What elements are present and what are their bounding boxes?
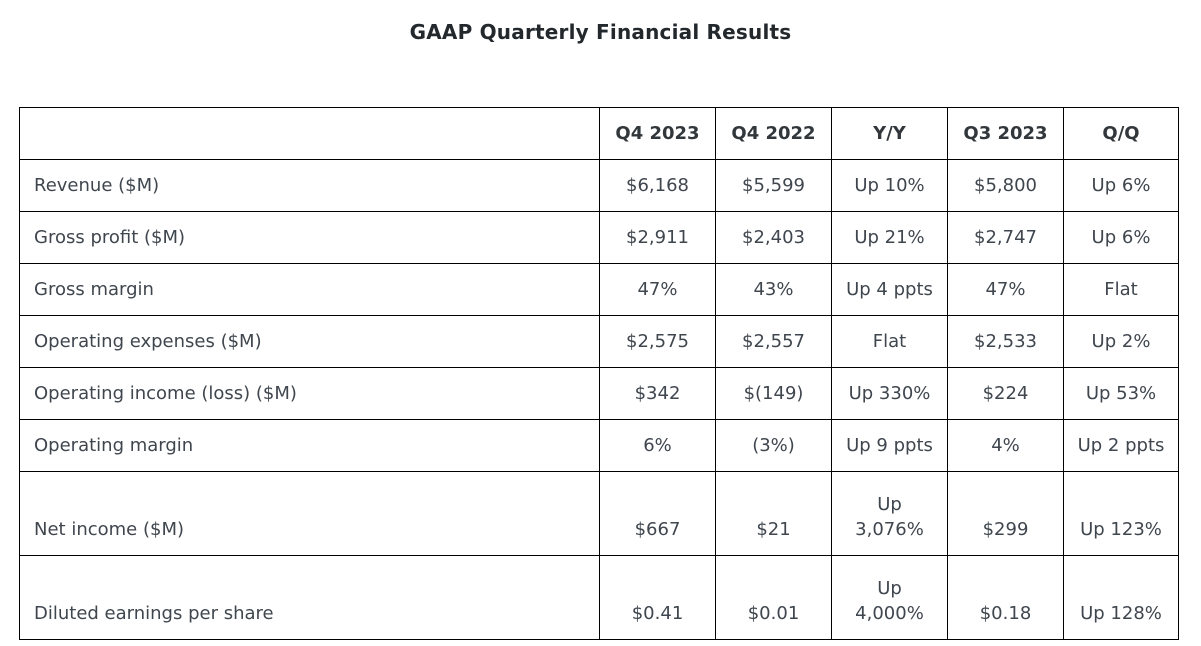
value-cell: $0.18 (947, 555, 1064, 640)
value-cell: Up 128% (1063, 555, 1179, 640)
column-header-metric (19, 107, 600, 160)
value-cell: $299 (947, 471, 1064, 556)
value-cell: $342 (599, 367, 716, 420)
value-cell: $6,168 (599, 159, 716, 212)
value-cell: 47% (599, 263, 716, 316)
value-cell: 43% (715, 263, 832, 316)
value-cell: $5,800 (947, 159, 1064, 212)
value-cell: (3%) (715, 419, 832, 472)
column-header-q4-2022: Q4 2022 (715, 107, 832, 160)
row-label: Diluted earnings per share (19, 555, 600, 640)
value-cell: Flat (1063, 263, 1179, 316)
value-cell: Up 9 ppts (831, 419, 948, 472)
row-label: Operating expenses ($M) (19, 315, 600, 368)
value-cell: Up 10% (831, 159, 948, 212)
value-cell: $667 (599, 471, 716, 556)
row-label: Operating margin (19, 419, 600, 472)
value-cell: Up 6% (1063, 211, 1179, 264)
column-header-q3-2023: Q3 2023 (947, 107, 1064, 160)
column-header-yy: Y/Y (831, 107, 948, 160)
row-label: Operating income (loss) ($M) (19, 367, 600, 420)
value-cell: Up 53% (1063, 367, 1179, 420)
value-cell: $0.41 (599, 555, 716, 640)
row-label: Net income ($M) (19, 471, 600, 556)
page-title: GAAP Quarterly Financial Results (409, 20, 792, 44)
value-cell: $2,575 (599, 315, 716, 368)
value-cell: $2,557 (715, 315, 832, 368)
table-row-gross-margin: Gross margin 47% 43% Up 4 ppts 47% Flat (19, 263, 1179, 316)
table-row-operating-expenses: Operating expenses ($M) $2,575 $2,557 Fl… (19, 315, 1179, 368)
value-cell: Up 4 ppts (831, 263, 948, 316)
value-cell: 6% (599, 419, 716, 472)
row-label: Gross profit ($M) (19, 211, 600, 264)
value-cell: Up 2% (1063, 315, 1179, 368)
value-cell: $(149) (715, 367, 832, 420)
value-cell: $2,911 (599, 211, 716, 264)
value-cell: $21 (715, 471, 832, 556)
value-cell: Up 21% (831, 211, 948, 264)
value-cell: $2,747 (947, 211, 1064, 264)
value-cell: $5,599 (715, 159, 832, 212)
value-cell: $2,403 (715, 211, 832, 264)
value-cell: 4% (947, 419, 1064, 472)
table-row-diluted-eps: Diluted earnings per share $0.41 $0.01 U… (19, 555, 1179, 640)
value-cell: Up 123% (1063, 471, 1179, 556)
value-cell: Up 6% (1063, 159, 1179, 212)
value-cell: Flat (831, 315, 948, 368)
row-label: Gross margin (19, 263, 600, 316)
value-cell: Up 330% (831, 367, 948, 420)
value-cell: Up 3,076% (831, 471, 948, 556)
table-row-revenue: Revenue ($M) $6,168 $5,599 Up 10% $5,800… (19, 159, 1179, 212)
table-row-operating-income: Operating income (loss) ($M) $342 $(149)… (19, 367, 1179, 420)
value-cell: $224 (947, 367, 1064, 420)
value-cell: 47% (947, 263, 1064, 316)
table-row-net-income: Net income ($M) $667 $21 Up 3,076% $299 … (19, 471, 1179, 556)
column-header-q4-2023: Q4 2023 (599, 107, 716, 160)
value-cell: $0.01 (715, 555, 832, 640)
column-header-qq: Q/Q (1063, 107, 1179, 160)
value-cell: Up 2 ppts (1063, 419, 1179, 472)
table-row-gross-profit: Gross profit ($M) $2,911 $2,403 Up 21% $… (19, 211, 1179, 264)
table-row-operating-margin: Operating margin 6% (3%) Up 9 ppts 4% Up… (19, 419, 1179, 472)
value-cell: $2,533 (947, 315, 1064, 368)
table-header-row: Q4 2023 Q4 2022 Y/Y Q3 2023 Q/Q (19, 107, 1179, 160)
gaap-quarterly-results-table: Q4 2023 Q4 2022 Y/Y Q3 2023 Q/Q Revenue … (19, 107, 1179, 640)
row-label: Revenue ($M) (19, 159, 600, 212)
value-cell: Up 4,000% (831, 555, 948, 640)
